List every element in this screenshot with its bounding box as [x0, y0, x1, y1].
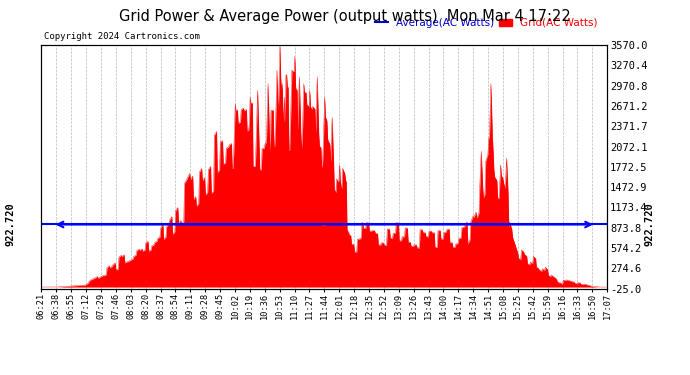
Text: Grid Power & Average Power (output watts)  Mon Mar 4 17:22: Grid Power & Average Power (output watts…: [119, 9, 571, 24]
Text: 922.720: 922.720: [644, 202, 655, 246]
Text: Copyright 2024 Cartronics.com: Copyright 2024 Cartronics.com: [44, 32, 200, 40]
Text: 922.720: 922.720: [6, 202, 15, 246]
Legend: Average(AC Watts), Grid(AC Watts): Average(AC Watts), Grid(AC Watts): [371, 13, 602, 32]
